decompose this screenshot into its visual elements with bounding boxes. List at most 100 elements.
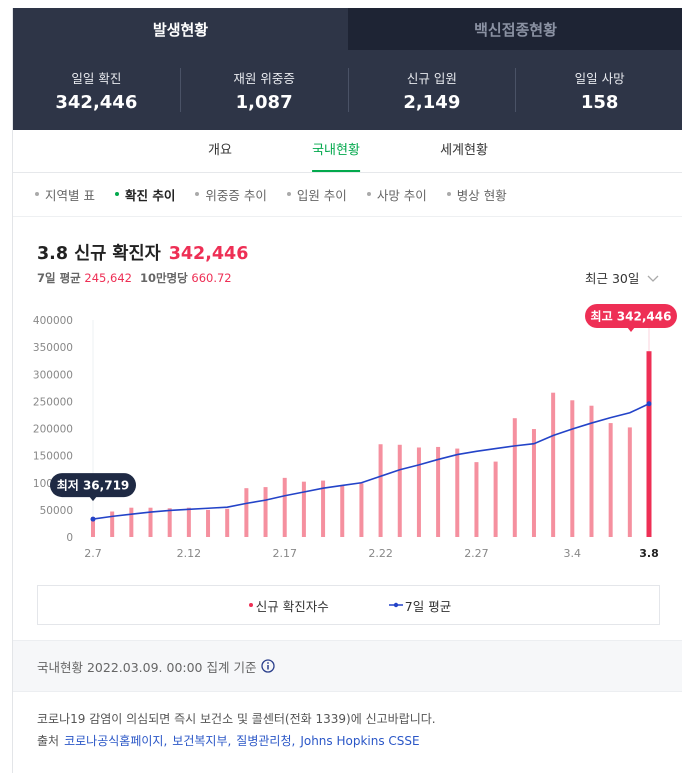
y-tick-label: 350000	[33, 342, 73, 354]
bar	[321, 480, 326, 537]
y-tick-label: 400000	[33, 315, 73, 327]
bar	[186, 507, 191, 537]
chart: 0500001000001500002000002500003000003500…	[33, 304, 677, 560]
stat: 신규 입원 2,149	[347, 68, 516, 113]
period-select[interactable]: 최근 30일	[585, 268, 659, 287]
y-tick-label: 250000	[33, 396, 73, 408]
stat-value: 158	[580, 91, 619, 113]
legend-item: 7일 평균	[388, 596, 452, 615]
stat: 일일 사망 158	[515, 68, 682, 113]
filter[interactable]: 지역별 표	[35, 185, 95, 204]
source-link[interactable]: Johns Hopkins CSSE	[300, 734, 420, 748]
info: 국내현황 2022.03.09. 00:00 집계 기준	[37, 659, 257, 675]
bar	[416, 447, 421, 537]
stats: 일일 확진 342,446 재원 위중증 1,087 신규 입원 2,149 일일 사망 15…	[13, 50, 682, 130]
info-icon[interactable]	[261, 659, 276, 673]
legend-swatch	[248, 603, 253, 607]
avg-line	[92, 403, 650, 520]
filter[interactable]: 확진 추이	[115, 185, 175, 204]
max-label-pointer	[627, 327, 635, 332]
filter[interactable]: 입원 추이	[287, 185, 347, 204]
bar	[282, 477, 287, 537]
avg-label: 7일 평균	[37, 271, 81, 285]
bar	[148, 507, 153, 537]
bar	[608, 423, 613, 537]
source-link[interactable]: 보건복지부,	[172, 734, 232, 748]
tabs: 발생현황 백신접종현황	[13, 8, 682, 50]
filter[interactable]: 사망 추이	[367, 185, 427, 204]
bar	[206, 509, 211, 537]
bar	[646, 351, 652, 537]
bar	[340, 485, 345, 537]
date-title: 3.8 신규 확진자	[37, 244, 161, 264]
footer: 코로나19 감염이 의심되면 즉시 보건소 및 콜센터(전화 1339)에 신고…	[37, 708, 436, 752]
panel: 발생현황 백신접종현황 일일 확진 342,446 재원 위중증 1,087 신규 입원…	[12, 8, 682, 773]
bar	[110, 511, 115, 537]
bar	[301, 481, 306, 537]
x-tick-label: 2.27	[464, 547, 489, 560]
notice: 코로나19 감염이 의심되면 즉시 보건소 및 콜센터(전화 1339)에 신고…	[37, 712, 436, 726]
title: 3.8 신규 확진자 342,446	[37, 240, 248, 265]
filter[interactable]: 병상 현황	[447, 185, 507, 204]
tab[interactable]: 백신접종현황	[348, 8, 682, 50]
stat-label: 신규 입원	[406, 70, 457, 86]
source-link[interactable]: 코로나공식홈페이지,	[64, 734, 168, 748]
subtitle: 7일 평균 245,642 10만명당 660.72	[37, 270, 240, 286]
bar	[570, 400, 575, 537]
y-tick-label: 0	[66, 532, 73, 544]
bar	[436, 446, 441, 537]
bar	[244, 488, 249, 537]
bar	[397, 444, 402, 537]
y-tick-label: 200000	[33, 424, 73, 436]
nav-item[interactable]: 세계현황	[440, 143, 488, 158]
total: 342,446	[168, 244, 249, 264]
nav-item[interactable]: 국내현황	[312, 130, 360, 172]
avg-point	[646, 401, 652, 407]
y-tick-label: 50000	[40, 505, 73, 517]
bar	[474, 462, 479, 537]
period: 최근 30일	[585, 271, 640, 286]
x-tick-label: 2.12	[177, 547, 202, 560]
bar	[129, 507, 134, 537]
source-link[interactable]: 질병관리청,	[236, 734, 296, 748]
filter[interactable]: 위중증 추이	[195, 185, 266, 204]
y-tick-label: 150000	[33, 451, 73, 463]
bar	[359, 483, 364, 537]
bar	[263, 487, 268, 537]
bar	[455, 448, 460, 537]
legend-label: 7일 평균	[404, 598, 452, 614]
bar	[627, 427, 632, 537]
filters: 지역별 표 확진 추이 위중증 추이 입원 추이 사망 추이 병상 현황	[13, 172, 682, 217]
legend: 신규 확진자수 7일 평균	[37, 585, 660, 625]
tab[interactable]: 발생현황	[13, 8, 348, 50]
stat-label: 일일 사망	[574, 70, 625, 86]
sources: 출처 코로나공식홈페이지, 보건복지부, 질병관리청, Johns Hopkins CS…	[37, 730, 436, 752]
min-label: 최저 36,719	[57, 478, 130, 493]
info-bar: 국내현황 2022.03.09. 00:00 집계 기준	[13, 640, 682, 692]
avg: 245,642	[84, 271, 132, 285]
nav-item[interactable]: 개요	[208, 143, 232, 158]
bar	[91, 517, 95, 537]
max-label-bg	[585, 304, 677, 328]
stat: 재원 위중증 1,087	[179, 68, 348, 113]
bar	[531, 429, 536, 537]
nav: 개요 국내현황 세계현황	[13, 130, 682, 173]
max-label: 최고 342,446	[591, 309, 672, 324]
bar	[551, 392, 556, 537]
bar	[589, 405, 594, 537]
legend-swatch	[388, 602, 403, 608]
x-tick-label: 3.8	[639, 547, 659, 560]
avg-point	[90, 516, 96, 522]
per-label: 10만명당	[139, 271, 188, 285]
bar	[493, 461, 498, 537]
x-tick-label: 2.17	[272, 547, 297, 560]
min-label-pointer	[89, 496, 97, 502]
chevron	[647, 275, 659, 282]
x-tick-label: 2.7	[84, 547, 102, 560]
bar	[167, 508, 172, 537]
stat: 일일 확진 342,446	[13, 68, 180, 113]
bar	[225, 508, 230, 537]
legend-item: 신규 확진자수	[246, 596, 329, 615]
per: 660.72	[191, 271, 232, 285]
